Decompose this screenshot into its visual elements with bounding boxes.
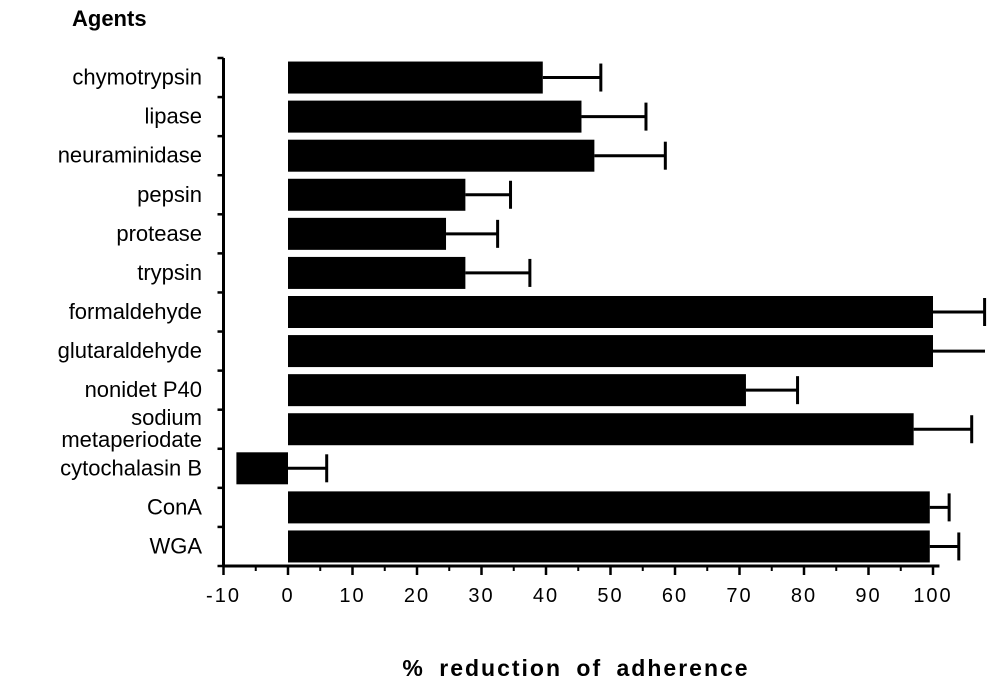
- x-tick-label-5: 40: [533, 585, 559, 607]
- bar-10: [236, 452, 288, 485]
- category-label-11: ConA: [147, 494, 202, 519]
- x-tick-label-2: 10: [339, 585, 365, 607]
- category-label-8: nonidet P40: [85, 377, 202, 402]
- category-label-6: formaldehyde: [69, 299, 202, 324]
- error-bar-8: [745, 376, 800, 405]
- bar-8: [288, 374, 746, 407]
- bar-2: [288, 139, 595, 172]
- error-bar-4: [446, 219, 500, 248]
- bar-1: [288, 100, 582, 133]
- x-tick-label-11: 100: [913, 585, 952, 607]
- error-bar-1: [581, 102, 648, 131]
- category-label-4: protease: [116, 221, 202, 246]
- error-bar-6: [933, 298, 987, 326]
- category-label-7: glutaraldehyde: [58, 338, 202, 363]
- bar-6: [288, 296, 933, 328]
- bars-layer: [236, 61, 987, 563]
- category-label-3: pepsin: [137, 182, 202, 207]
- bar-4: [288, 217, 447, 250]
- x-tick-label-8: 70: [726, 585, 752, 607]
- x-tick-label-0: -10: [206, 585, 241, 607]
- error-bar-3: [465, 180, 513, 209]
- category-label-5: trypsin: [137, 260, 202, 285]
- x-tick-label-4: 30: [468, 585, 494, 607]
- x-tick-label-9: 80: [791, 585, 817, 607]
- error-bar-11: [929, 493, 951, 522]
- bar-7: [288, 335, 933, 368]
- bar-11: [288, 491, 930, 524]
- x-tick-label-6: 50: [597, 585, 623, 607]
- error-bar-10: [288, 454, 329, 483]
- category-label-1: lipase: [145, 104, 202, 129]
- error-bar-2: [594, 141, 667, 170]
- category-labels: chymotrypsin lipase neuraminidase pepsin pro…: [58, 65, 203, 559]
- x-tick-label-3: 20: [404, 585, 430, 607]
- bar-9: [288, 413, 914, 446]
- x-tick-labels: -10 0 10 20 30 40 50 60 70 80 90 100: [206, 585, 952, 607]
- x-tick-label-10: 90: [855, 585, 881, 607]
- error-bar-5: [465, 258, 532, 287]
- x-tick-label-1: 0: [281, 585, 294, 607]
- category-label-10: cytochalasin B: [60, 455, 202, 480]
- error-bar-9: [913, 415, 974, 444]
- bar-3: [288, 178, 466, 211]
- category-label-2: neuraminidase: [58, 143, 202, 168]
- x-axis-label: % reduction of adherence: [402, 655, 749, 681]
- error-bar-12: [929, 532, 961, 561]
- bar-5: [288, 256, 466, 289]
- axes-layer: [217, 56, 940, 575]
- bar-0: [288, 61, 543, 94]
- x-tick-label-7: 60: [662, 585, 688, 607]
- category-label-9: sodium metaperiodate: [61, 405, 202, 452]
- chart-title: Agents: [72, 6, 147, 31]
- category-label-12: WGA: [149, 533, 202, 558]
- category-label-0: chymotrypsin: [72, 65, 202, 90]
- error-bar-0: [542, 63, 603, 92]
- bar-12: [288, 530, 930, 563]
